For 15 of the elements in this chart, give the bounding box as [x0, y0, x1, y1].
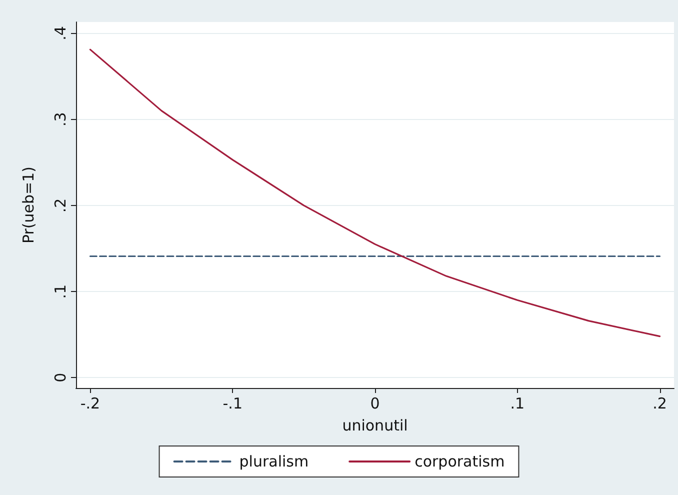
x-axis-title: unionutil: [342, 416, 408, 434]
x-tick-label: 0: [370, 394, 380, 412]
y-tick-label: .3: [52, 112, 70, 126]
x-tick-label: .2: [652, 394, 667, 412]
legend-label: pluralism: [239, 452, 309, 470]
x-tick-label: -.1: [222, 394, 242, 412]
x-tick-label: .1: [510, 394, 525, 412]
y-tick-label: .4: [52, 26, 70, 40]
y-tick-label: .2: [52, 198, 70, 213]
y-axis-title: Pr(ueb=1): [20, 166, 38, 244]
line-series: [89, 48, 661, 338]
legend-label: corporatism: [414, 452, 505, 470]
x-tick-label: -.2: [80, 394, 100, 412]
y-tick-label: .1: [52, 284, 70, 299]
y-tick-label: 0: [52, 372, 70, 382]
